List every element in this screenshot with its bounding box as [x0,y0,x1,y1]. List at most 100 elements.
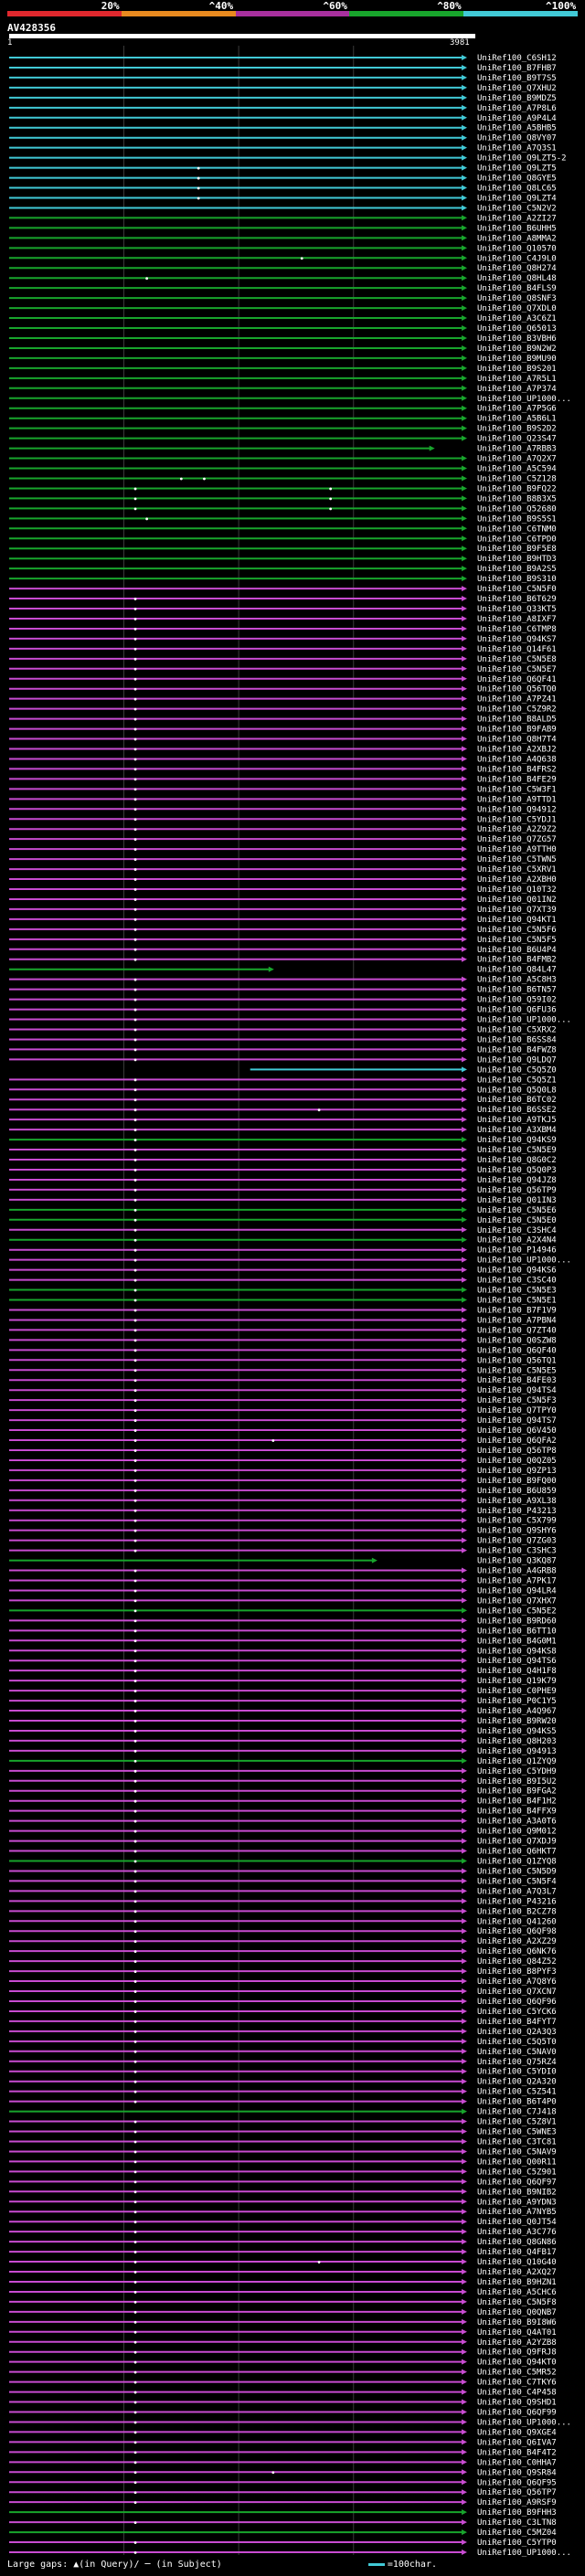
hit-arrow [462,505,467,512]
hit-arrow [462,1678,467,1684]
gap-marker [133,707,137,711]
hit-arrow [462,435,467,441]
hit-label: UniRef100_Q8H203 [477,1737,557,1746]
gap-marker [133,1690,137,1693]
gap-marker [133,1730,137,1733]
hit-arrow [462,1718,467,1723]
hit-label: UniRef100_Q75RZ4 [477,2058,557,2067]
gap-marker [133,647,137,651]
hit-label: UniRef100_Q0SZW8 [477,1336,557,1345]
hit-label: UniRef100_C7TKY6 [477,2379,557,2388]
hit-arrow [462,2429,467,2435]
gap-marker [133,1048,137,1052]
hit-arrow [462,2489,467,2496]
identity-color-scale [7,11,578,16]
gap-marker [133,868,137,871]
hit-label: UniRef100_B8ALD5 [477,716,557,725]
hit-label: UniRef100_Q6IVA7 [477,2438,557,2447]
gap-marker [133,2221,137,2224]
hit-label: UniRef100_B9A2S5 [477,565,557,574]
hit-label: UniRef100_B6T4P0 [477,2098,557,2107]
gap-marker [133,768,137,771]
hit-label: UniRef100_B6TN57 [477,986,557,995]
hit-label: UniRef100_Q9LZT4 [477,194,557,203]
hit-label: UniRef100_B9S2D2 [477,425,557,434]
gap-marker [133,2441,137,2444]
gap-marker [133,1950,137,1954]
hit-label: UniRef100_C0PHE9 [477,1687,557,1696]
hit-arrow [462,2199,467,2205]
hit-arrow [462,2158,467,2165]
hit-arrow [462,2269,467,2275]
hit-label: UniRef100_A5B6L1 [477,415,557,424]
gap-marker [133,898,137,901]
hit-arrow [462,1387,467,1394]
hit-arrow [462,1638,467,1644]
hit-arrow [462,1427,467,1434]
scale-segment [7,11,122,16]
hit-label: UniRef100_C5N5F6 [477,926,557,935]
hit-arrow [462,1818,467,1824]
gap-marker [145,277,149,281]
hit-arrow [462,1527,467,1533]
hit-label: UniRef100_Q52680 [477,504,557,514]
hit-label: UniRef100_Q94KS9 [477,1136,557,1145]
hit-arrow [462,235,467,241]
hit-label: UniRef100_C5NAV0 [477,2048,557,2057]
gap-marker [133,1839,137,1843]
hit-label: UniRef100_B9RW20 [477,1717,557,1726]
hit-label: UniRef100_Q33KT5 [477,605,557,614]
hit-label: UniRef100_C5Z901 [477,2168,557,2177]
gap-marker [133,1369,137,1373]
hit-label: UniRef100_A2X4N4 [477,1236,557,1246]
hit-label: UniRef100_Q2A320 [477,2078,557,2087]
gap-marker [133,1579,137,1583]
gap-marker [133,988,137,991]
hit-arrow [462,154,467,161]
hit-arrow [462,1777,467,1784]
gap-marker [133,2010,137,2013]
gap-marker [133,1078,137,1082]
hit-label: UniRef100_Q94TS7 [477,1416,557,1426]
hit-arrow [462,796,467,802]
hit-arrow [462,2118,467,2125]
gap-marker [133,2050,137,2053]
hit-label: UniRef100_B9FAB9 [477,726,557,735]
gap-marker [133,1609,137,1613]
hit-arrow [462,1127,467,1133]
hit-arrow [462,2239,467,2245]
hit-label: UniRef100_Q6QF41 [477,675,557,684]
hit-label: UniRef100_A7R5L1 [477,375,557,384]
hit-arrow [462,576,467,582]
hit-arrow [462,345,467,351]
gap-marker [133,2040,137,2043]
gap-marker [133,1700,137,1702]
gap-marker [133,1740,137,1743]
gap-marker [133,978,137,981]
large-gaps-legend: Large gaps: ▲(in Query)/ ─ (in Subject) [7,2560,222,2570]
hit-label: UniRef100_Q9SHD1 [477,2399,557,2408]
hit-arrow [462,2419,467,2425]
query-name: AV428356 [7,22,56,34]
gap-marker [133,2210,137,2214]
hit-label: UniRef100_C5YTP0 [477,2539,557,2548]
hit-label: UniRef100_B8B3X5 [477,494,557,504]
hit-label: UniRef100_A2ZI27 [477,214,557,223]
hit-label: UniRef100_Q14F61 [477,645,557,654]
hit-arrow [462,1497,467,1503]
hit-label: UniRef100_C5MZ04 [477,2528,557,2538]
hit-arrow [462,826,467,832]
hit-label: UniRef100_Q56TP8 [477,1447,557,1456]
hit-label: UniRef100_Q9SR84 [477,2468,557,2477]
hit-label: UniRef100_Q8G0C2 [477,1156,557,1165]
hit-arrow [462,1708,467,1714]
hit-label: UniRef100_C5N2V2 [477,204,557,213]
hit-arrow [462,1878,467,1884]
hit-label: UniRef100_A9P4L4 [477,114,557,123]
gap-marker [197,186,200,190]
hit-arrow [429,445,435,451]
hit-arrow [462,84,467,90]
hit-label: UniRef100_A9RSF9 [477,2498,557,2507]
hit-label: UniRef100_C5TWN5 [477,855,557,864]
hit-label: UniRef100_C5N5F8 [477,2298,557,2307]
